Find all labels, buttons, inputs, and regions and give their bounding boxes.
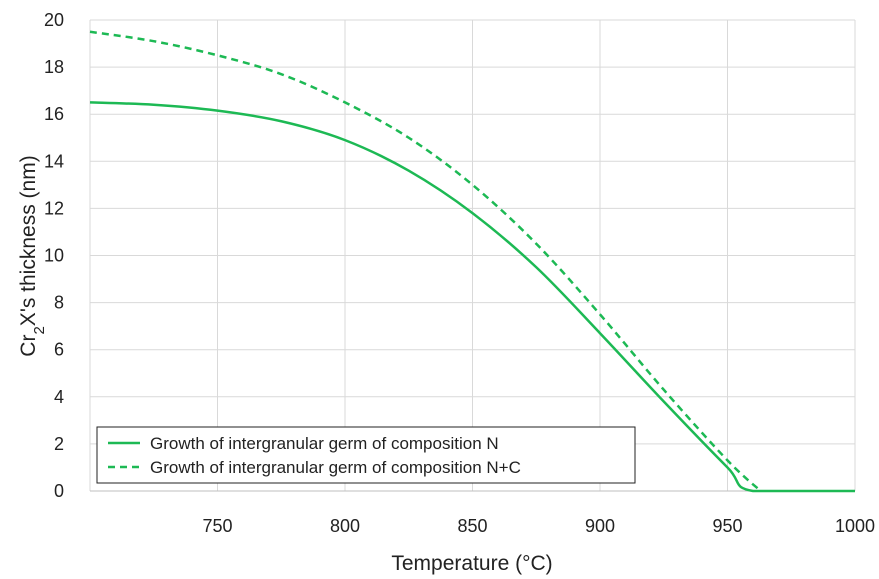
y-tick-labels: 0 2 4 6 8 10 12 14 16 18 20 [44,10,64,501]
legend-label-n: Growth of intergranular germ of composit… [150,434,499,453]
y-tick-label: 20 [44,10,64,30]
legend: Growth of intergranular germ of composit… [96,426,636,484]
x-tick-label: 900 [585,516,615,536]
legend-box [96,426,636,484]
x-tick-label: 800 [330,516,360,536]
grid [90,19,856,492]
series-layer [89,30,855,493]
y-tick-label: 14 [44,151,64,171]
y-tick-label: 18 [44,57,64,77]
y-axis-title-suffix: X's thickness (nm) [17,155,40,326]
series-line-n [89,101,855,493]
y-tick-label: 6 [54,340,64,360]
y-tick-label: 8 [54,293,64,313]
x-tick-label: 750 [202,516,232,536]
x-tick-label: 1000 [835,516,875,536]
x-tick-labels: 750 800 850 900 950 1000 [202,516,875,536]
y-tick-label: 0 [54,481,64,501]
y-tick-label: 10 [44,246,64,266]
x-axis-title: Temperature (°C) [391,552,552,575]
x-tick-label: 850 [457,516,487,536]
y-axis-title: Cr2X's thickness (nm) [17,155,48,356]
y-axis-title-subscript: 2 [31,326,48,334]
x-tick-label: 950 [712,516,742,536]
y-axis-title-prefix: Cr [17,335,40,357]
legend-label-nc: Growth of intergranular germ of composit… [150,458,521,477]
y-tick-label: 16 [44,104,64,124]
series-line-nc [89,30,762,492]
y-tick-label: 4 [54,387,64,407]
y-tick-label: 12 [44,198,64,218]
y-tick-label: 2 [54,434,64,454]
plot-frame [89,20,855,492]
